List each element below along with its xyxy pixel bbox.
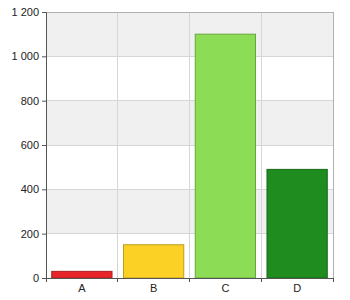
y-tick-label: 600	[21, 139, 39, 151]
chart-svg: 0 200 400 600 800 1 000 1 200 A B C D	[0, 0, 350, 300]
y-tick: 400	[21, 183, 46, 195]
y-tick: 0	[33, 272, 46, 284]
y-tick-mark	[42, 12, 46, 13]
y-tick: 600	[21, 139, 46, 151]
y-tick: 1 000	[11, 50, 46, 62]
x-tick: B	[150, 278, 157, 294]
y-tick-label: 0	[33, 272, 39, 284]
x-boundary-tick	[46, 278, 47, 282]
x-tick-label: A	[78, 282, 86, 294]
plot-frame	[46, 12, 333, 278]
y-tick-label: 200	[21, 228, 39, 240]
y-tick: 200	[21, 228, 46, 240]
y-tick-mark	[42, 101, 46, 102]
grid-line-vertical	[117, 12, 118, 278]
chart-container: 0 200 400 600 800 1 000 1 200 A B C D	[0, 0, 350, 300]
bar	[267, 169, 327, 278]
y-tick-label: 400	[21, 183, 39, 195]
y-tick-mark	[42, 56, 46, 57]
bar	[123, 245, 183, 278]
plot: 0 200 400 600 800 1 000 1 200 A B C D	[11, 6, 333, 294]
y-tick-mark	[42, 145, 46, 146]
x-boundary-tick	[261, 278, 262, 282]
x-boundary-tick	[333, 278, 334, 282]
grid	[46, 12, 333, 278]
x-tick: C	[221, 278, 229, 294]
x-axis: A B C D	[46, 278, 334, 294]
y-tick: 800	[21, 95, 46, 107]
y-tick: 1 200	[11, 6, 46, 18]
x-tick: A	[78, 278, 86, 294]
y-tick-label: 1 000	[11, 50, 39, 62]
x-tick: D	[293, 278, 301, 294]
x-tick-label: D	[293, 282, 301, 294]
bars	[52, 34, 328, 278]
bar	[52, 271, 112, 278]
y-axis-line	[42, 13, 47, 279]
y-tick-label: 800	[21, 95, 39, 107]
y-tick-mark	[42, 278, 46, 279]
y-tick-mark	[42, 234, 46, 235]
bar	[195, 34, 255, 278]
grid-line-vertical	[261, 12, 262, 278]
y-tick-mark	[42, 189, 46, 190]
grid-line-vertical	[189, 12, 190, 278]
x-boundary-tick	[117, 278, 118, 282]
y-tick-label: 1 200	[11, 6, 39, 18]
y-axis: 0 200 400 600 800 1 000 1 200	[11, 6, 46, 284]
x-tick-label: B	[150, 282, 157, 294]
x-boundary-tick	[189, 278, 190, 282]
x-tick-label: C	[221, 282, 229, 294]
